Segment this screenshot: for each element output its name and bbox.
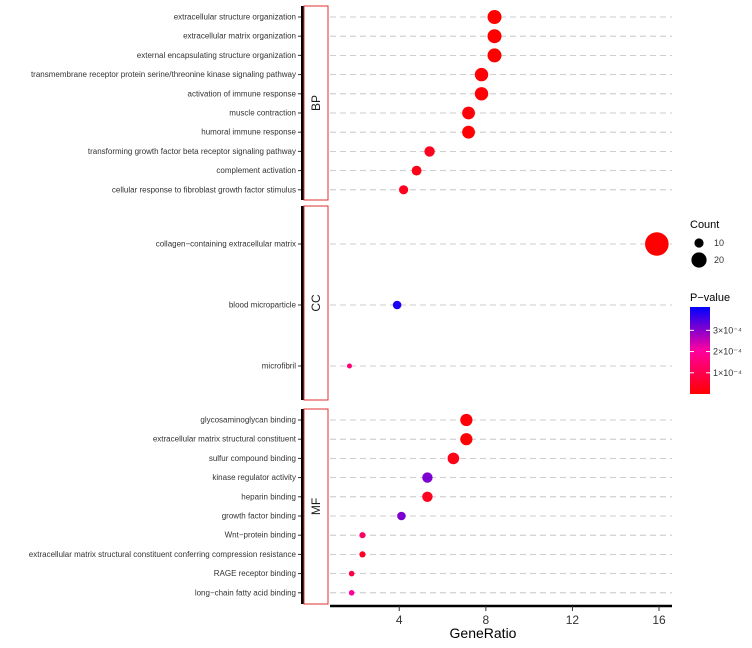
term-label: transforming growth factor beta receptor… [88,147,296,156]
term-label: Wnt−protein binding [225,531,296,540]
x-axis: 4 8 12 16 [330,604,672,627]
data-point [348,570,355,577]
data-point [422,472,433,483]
legend: Count 10 20 P−value 3×10⁻⁴ 2×10⁻⁴ 1×10⁻⁴ [690,219,742,394]
count-legend-title: Count [690,219,719,231]
term-label: microfibril [262,362,296,371]
data-point [348,590,355,596]
term-label: extracellular structure organization [174,13,296,22]
facet-cc: CC collagen−containing extracellular matr… [156,205,672,401]
panel-axis-line [301,409,304,604]
data-point [422,491,433,502]
facet-strip [303,5,329,201]
term-label: muscle contraction [229,109,296,118]
data-point [392,300,402,310]
term-label: growth factor binding [222,512,296,521]
term-label: sulfur compound binding [209,454,296,463]
term-label: complement activation [216,166,296,175]
data-point [398,185,409,195]
pvalue-tick-label: 2×10⁻⁴ [713,347,742,357]
term-label: cellular response to fibroblast growth f… [112,185,296,194]
term-label: long−chain fatty acid binding [195,588,296,597]
data-point [645,232,669,256]
data-point [397,511,406,521]
term-label: kinase regulator activity [212,473,296,482]
x-tick-label: 16 [652,613,666,627]
data-point [487,29,502,44]
term-label: glycosaminoglycan binding [200,416,296,425]
x-tick-label: 12 [566,613,580,627]
facet-strip-label: BP [309,95,323,111]
data-point [474,67,489,82]
data-point [359,551,366,558]
facet-strip-label: CC [309,294,323,312]
pvalue-legend-title: P−value [690,292,730,304]
panel-axis-line [301,206,304,400]
data-point [462,125,475,139]
term-label: extracellular matrix organization [183,32,296,41]
term-label: humoral immune response [201,128,296,137]
count-legend-key [691,252,707,268]
facet-panels: BP extracellular structure organization ex… [29,5,672,605]
pvalue-color-bar [690,307,710,394]
pvalue-tick-label: 3×10⁻⁴ [713,325,742,335]
term-label: extracellular matrix structural constitu… [29,550,297,559]
facet-mf: MF glycosaminoglycan binding extracellular… [29,408,672,605]
term-label: heparin binding [241,492,296,501]
data-point [460,433,473,446]
facet-strip [303,205,329,401]
data-point [474,87,489,101]
count-legend-label: 20 [714,255,724,265]
data-point [487,10,502,24]
term-label: activation of immune response [188,89,297,98]
data-point [424,146,435,157]
facet-bp: BP extracellular structure organization ex… [31,5,672,201]
data-point [346,363,352,369]
facet-strip [303,408,329,605]
term-label: blood microparticle [229,301,297,310]
data-point [359,532,366,539]
term-label: collagen−containing extracellular matrix [156,240,296,249]
x-axis-title: GeneRatio [450,625,517,641]
term-label: extracellular matrix structural constitu… [153,435,297,444]
data-point [447,452,460,465]
data-point [411,165,422,176]
pvalue-tick-label: 1×10⁻⁴ [713,368,742,378]
term-label: external encapsulating structure organiz… [137,51,296,60]
data-point [460,413,473,427]
data-point [462,106,475,120]
data-point [487,48,502,63]
x-tick-label: 8 [483,613,490,627]
count-legend-label: 10 [714,238,724,248]
term-label: RAGE receptor binding [214,569,296,578]
panel-axis-line [301,6,304,200]
x-tick-label: 4 [396,613,403,627]
term-label: transmembrane receptor protein serine/th… [31,70,296,79]
facet-strip-label: MF [309,498,323,515]
count-legend-key [694,238,704,248]
